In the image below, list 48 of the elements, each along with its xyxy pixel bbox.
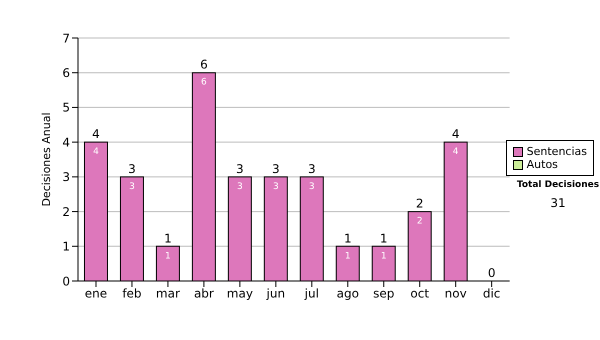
total-label: 0 <box>488 266 496 280</box>
text: Total Decisiones <box>516 180 600 190</box>
y-axis-title: Decisiones Anual <box>40 112 53 207</box>
data-label: 6 <box>201 78 208 88</box>
total-label: 3 <box>272 162 280 176</box>
total-label: 1 <box>164 231 172 246</box>
x-tick-label: feb <box>122 286 142 301</box>
y-tick-label: 1 <box>62 240 70 254</box>
text: 31 <box>549 196 567 210</box>
data-label: 4 <box>452 147 459 158</box>
y-tick-label: 6 <box>62 66 70 80</box>
x-tick-label: dic <box>482 286 500 301</box>
y-tick-label: 2 <box>62 204 70 219</box>
legend-label: Autos <box>526 158 558 171</box>
total-label: 1 <box>380 231 388 246</box>
data-label: 3 <box>308 182 315 192</box>
x-tick-label: abr <box>194 286 214 301</box>
y-tick-label: 5 <box>62 100 70 115</box>
y-tick-label: 4 <box>62 135 70 150</box>
total-label: 2 <box>416 196 424 211</box>
legend-label: Sentencias <box>526 145 587 158</box>
total-label: 4 <box>452 127 460 142</box>
y-tick-label: 7 <box>62 31 70 46</box>
y-tick-label: 3 <box>62 170 70 184</box>
data-label: 3 <box>272 182 279 192</box>
x-tick-label: mar <box>156 286 180 301</box>
x-tick-label: jul <box>304 286 319 301</box>
y-tick-label: 0 <box>62 274 70 288</box>
x-tick-label: jun <box>266 286 286 301</box>
x-tick-label: sep <box>373 286 394 301</box>
x-tick-label: oct <box>410 286 430 301</box>
total-label: 3 <box>236 162 244 176</box>
total-label: 1 <box>344 231 352 246</box>
data-label: 1 <box>344 251 351 262</box>
x-tick-label: may <box>226 286 253 301</box>
data-label: 1 <box>165 251 171 262</box>
data-label: 3 <box>129 182 135 192</box>
x-tick-label: nov <box>444 286 467 301</box>
data-label: 1 <box>380 251 387 262</box>
total-label: 3 <box>128 162 136 176</box>
x-tick-label: ago <box>336 286 359 301</box>
data-label: 4 <box>93 147 100 158</box>
total-label: 6 <box>200 58 208 72</box>
total-label: 4 <box>92 127 100 142</box>
data-label: 3 <box>236 182 243 192</box>
x-tick-label: ene <box>84 286 108 301</box>
total-label: 3 <box>308 162 316 176</box>
data-label: 2 <box>416 216 423 227</box>
